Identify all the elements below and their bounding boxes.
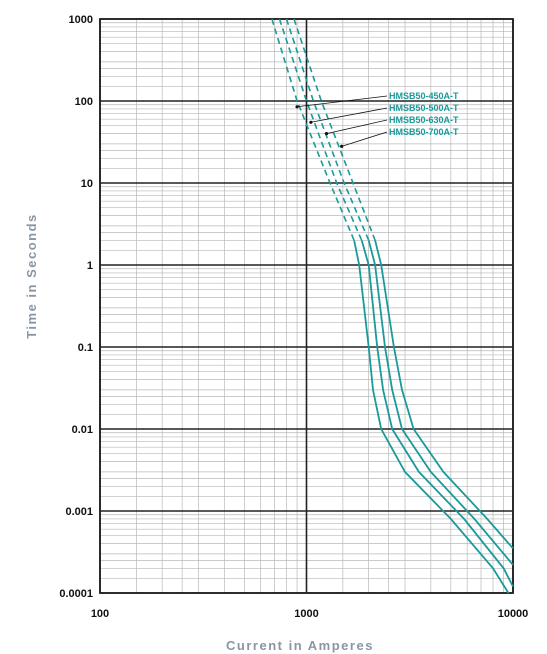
legend-leader-line [326, 119, 388, 135]
legend-leader-line [297, 95, 388, 108]
series-dashed [293, 18, 376, 241]
y-tick-label: 0.1 [78, 342, 93, 354]
legend-leader-line [341, 131, 388, 147]
series-dashed [278, 18, 363, 241]
series-solid [360, 240, 514, 587]
legend-leader-dot [295, 105, 299, 109]
y-tick-labels: 0.0001 0.001 0.01 0.1 1 10 100 1000 [59, 14, 93, 600]
series-solid [367, 240, 514, 566]
x-tick-label: 1000 [294, 608, 318, 620]
plot-frame [99, 18, 514, 594]
y-tick-label: 0.0001 [59, 588, 93, 600]
legend-label: HMSB50-500A-T [389, 103, 459, 113]
y-axis-label: Time in Seconds [24, 213, 39, 339]
x-axis-label: Current in Amperes [226, 638, 374, 653]
y-tick-label: 0.001 [65, 506, 93, 518]
legend-leader-dot [309, 120, 313, 124]
legend-leader-line [310, 107, 388, 123]
legend-leader-dot [340, 144, 344, 148]
y-tick-label: 100 [75, 96, 93, 108]
legend-leader-dot [324, 132, 329, 136]
x-tick-label: 10000 [498, 608, 529, 620]
series-solid [353, 240, 510, 594]
legend-label: HMSB50-630A-T [389, 115, 459, 125]
legend-label: HMSB50-700A-T [389, 127, 459, 137]
y-tick-label: 1 [87, 260, 93, 272]
legend-label: HMSB50-450A-T [389, 91, 459, 101]
y-tick-label: 0.01 [72, 424, 93, 436]
series-layer [271, 18, 514, 594]
series-dashed [285, 18, 370, 241]
y-tick-label: 10 [81, 178, 93, 190]
x-tick-label: 100 [91, 608, 109, 620]
series-dashed [271, 18, 355, 241]
y-tick-label: 1000 [69, 14, 93, 26]
legend-leaders [295, 95, 388, 148]
series-solid [374, 240, 514, 549]
legend: HMSB50-450A-T HMSB50-500A-T HMSB50-630A-T H… [389, 91, 459, 137]
x-tick-labels: 100 1000 10000 [91, 608, 528, 620]
